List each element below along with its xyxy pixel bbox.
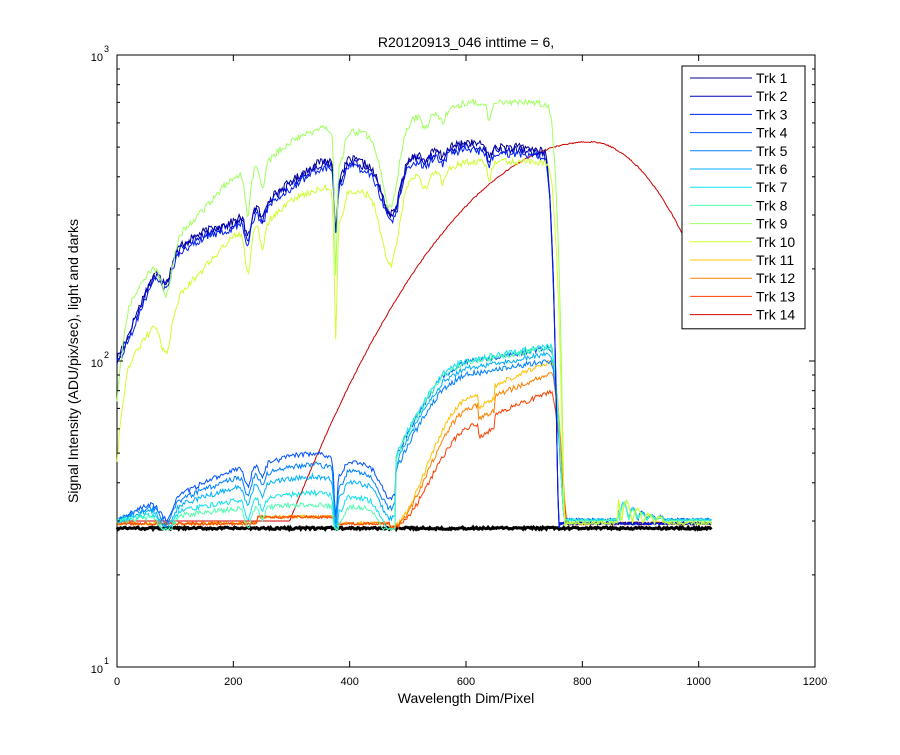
legend-label: Trk 12 xyxy=(756,270,795,286)
legend-entry: Trk 5 xyxy=(690,143,788,159)
chart-title: R20120913_046 inttime = 6, xyxy=(378,34,554,50)
y-tick-label-base: 10 xyxy=(91,52,103,64)
y-tick-label-exponent: 2 xyxy=(104,350,109,360)
x-tick-label: 0 xyxy=(114,676,120,688)
series-layer xyxy=(115,97,713,533)
legend-label: Trk 11 xyxy=(756,252,794,268)
legend-entry: Trk 7 xyxy=(690,179,788,195)
x-tick-label: 200 xyxy=(224,676,242,688)
legend-label: Trk 2 xyxy=(756,88,788,104)
series-line-trk-7 xyxy=(116,342,712,531)
series-line-trk-9 xyxy=(116,97,712,527)
legend-label: Trk 3 xyxy=(756,106,788,122)
y-tick-label-base: 10 xyxy=(91,358,103,370)
y-tick-label: 103 xyxy=(91,44,109,64)
y-tick-label-base: 10 xyxy=(91,664,103,676)
legend-label: Trk 6 xyxy=(756,161,788,177)
legend-label: Trk 5 xyxy=(756,143,788,159)
legend-entry: Trk 13 xyxy=(690,288,795,304)
legend-label: Trk 10 xyxy=(756,234,795,250)
y-tick-label-exponent: 1 xyxy=(104,656,109,666)
legend-entry: Trk 6 xyxy=(690,161,788,177)
legend-entry: Trk 9 xyxy=(690,216,788,232)
legend-box xyxy=(681,65,806,330)
legend-label: Trk 13 xyxy=(756,288,795,304)
legend-entry: Trk 11 xyxy=(690,252,794,268)
x-tick-label: 1200 xyxy=(803,676,827,688)
legend-label: Trk 9 xyxy=(756,216,788,232)
series-line-trk-10 xyxy=(116,156,712,527)
y-tick-label-exponent: 3 xyxy=(104,44,109,54)
legend-entry: Trk 12 xyxy=(690,270,795,286)
x-tick-label: 400 xyxy=(340,676,358,688)
x-tick-label: 1000 xyxy=(686,676,710,688)
legend: Trk 1 Trk 2 Trk 3 Trk 4 Trk 5 Trk 6 Trk 7 Trk 8… xyxy=(681,65,806,330)
dark-baseline xyxy=(115,524,713,533)
x-tick-label: 800 xyxy=(573,676,591,688)
series-line-trk-8 xyxy=(116,344,712,531)
series-line-trk-3 xyxy=(116,144,712,529)
legend-label: Trk 7 xyxy=(756,179,788,195)
legend-label: Trk 8 xyxy=(756,197,788,213)
x-tick-label: 600 xyxy=(457,676,475,688)
x-axis-label: Wavelength Dim/Pixel xyxy=(398,690,534,706)
series-line-trk-14 xyxy=(117,140,712,522)
legend-label: Trk 14 xyxy=(756,307,795,323)
y-axis-label: Signal Intensity (ADU/pix/sec), light an… xyxy=(65,219,81,503)
y-tick-label: 101 xyxy=(91,656,109,676)
y-tick-label: 102 xyxy=(91,350,109,370)
legend-entry: Trk 2 xyxy=(690,88,788,104)
legend-label: Trk 1 xyxy=(756,70,788,86)
legend-label: Trk 4 xyxy=(756,125,788,141)
legend-entry: Trk 3 xyxy=(690,106,788,122)
legend-entry: Trk 8 xyxy=(690,197,788,213)
legend-entry: Trk 14 xyxy=(690,307,795,323)
legend-entry: Trk 1 xyxy=(690,70,788,86)
legend-entry: Trk 4 xyxy=(690,125,788,141)
legend-entry: Trk 10 xyxy=(690,234,795,250)
